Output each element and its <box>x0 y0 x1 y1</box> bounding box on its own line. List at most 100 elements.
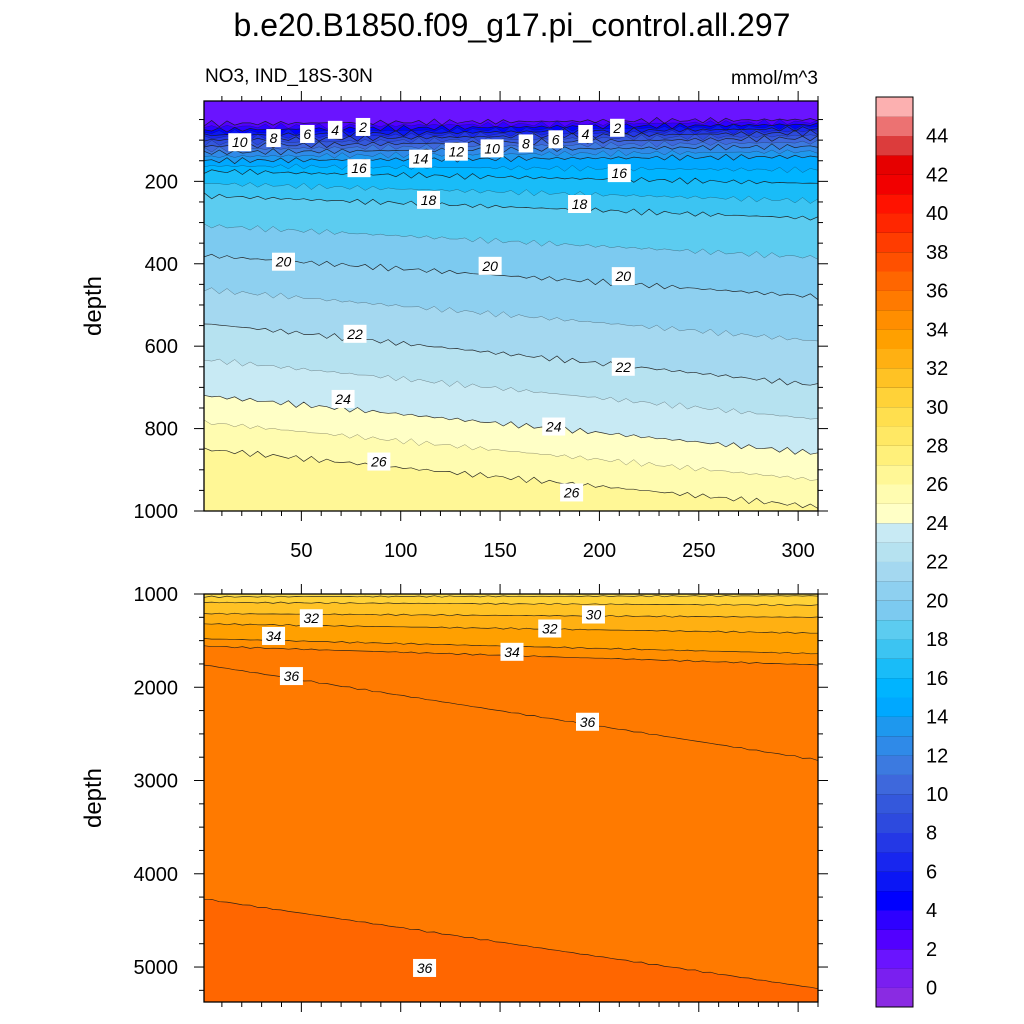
contour-label-text: 10 <box>232 134 248 150</box>
contour-line <box>204 419 818 481</box>
contour-label-box <box>478 256 502 275</box>
contour-line <box>204 135 818 149</box>
colorbar-swatch <box>876 406 913 427</box>
contour-line <box>204 143 818 156</box>
contour-label-box <box>417 190 441 209</box>
contour-label-box <box>409 149 433 168</box>
contour-label: 14 <box>409 149 433 168</box>
contour-line <box>204 323 818 386</box>
contour-label: 36 <box>576 712 600 731</box>
colorbar-swatch <box>876 697 913 717</box>
contour-label: 30 <box>581 605 605 624</box>
contour-band <box>204 665 818 1002</box>
colorbar-swatch <box>876 581 913 601</box>
lower-contour-labels: 32 34 36 30 32 34 36 36 <box>262 605 605 977</box>
colorbar-swatch <box>876 522 913 543</box>
contour-label-box <box>413 958 437 977</box>
contour-line <box>204 594 818 598</box>
contour-line <box>204 168 818 185</box>
contour-label-box <box>611 267 635 286</box>
contour-label-box <box>560 483 584 502</box>
colorbar-swatch <box>876 987 913 1008</box>
upper-plot-frame <box>203 100 819 512</box>
colorbar-swatch <box>876 232 913 253</box>
contour-label-box <box>300 124 315 143</box>
contour-label-text: 2 <box>612 120 621 136</box>
chart-title: b.e20.B1850.f09_g17.pi_control.all.297 <box>234 7 791 43</box>
colorbar: 0246810121416182022242628303234363840424… <box>875 96 948 1008</box>
contour-label: 34 <box>262 626 286 645</box>
colorbar-tick-label: 2 <box>926 939 937 961</box>
contour-label: 22 <box>611 357 635 376</box>
contour-label: 18 <box>417 190 441 209</box>
x-tick-label: 200 <box>583 540 616 562</box>
colorbar-swatch <box>876 677 913 698</box>
colorbar-swatch <box>876 213 913 233</box>
contour-label: 26 <box>367 452 391 471</box>
y-tick-label: 600 <box>145 336 178 358</box>
contour-label: 36 <box>279 667 303 686</box>
contour-label-text: 24 <box>545 419 562 435</box>
contour-label-text: 30 <box>586 607 602 623</box>
colorbar-swatch <box>876 464 913 485</box>
colorbar-swatch <box>876 735 913 756</box>
colorbar-swatch <box>876 348 913 369</box>
contour-label-box <box>347 159 371 178</box>
lower-plot-frame <box>203 593 819 1003</box>
contour-label-text: 16 <box>612 165 628 181</box>
contour-label-box <box>518 134 534 153</box>
lower-axes: 1000 2000 3000 4000 5000 <box>134 584 828 1012</box>
contour-label-text: 6 <box>552 131 560 147</box>
contour-label-text: 2 <box>358 119 367 135</box>
contour-band <box>204 899 818 1002</box>
contour-label-text: 10 <box>484 140 500 156</box>
contour-label: 8 <box>266 129 281 148</box>
colorbar-swatch <box>876 871 913 892</box>
colorbar-tick-label: 16 <box>926 668 948 690</box>
contour-label: 16 <box>607 164 631 183</box>
contour-label: 12 <box>444 142 468 161</box>
contour-label-box <box>228 133 252 152</box>
lower-contour-fill <box>204 594 818 1002</box>
contour-label-text: 4 <box>582 126 590 142</box>
contour-label-text: 20 <box>614 268 631 284</box>
contour-label-box <box>500 642 524 661</box>
contour-label-box <box>542 417 566 436</box>
contour-label: 10 <box>228 133 252 152</box>
colorbar-tick-label: 34 <box>926 319 948 341</box>
contour-label-text: 26 <box>563 484 580 500</box>
colorbar-swatch <box>876 600 913 621</box>
colorbar-swatch <box>876 116 913 137</box>
contour-label: 24 <box>331 389 355 408</box>
contour-label: 22 <box>343 324 367 343</box>
colorbar-swatch <box>876 368 913 388</box>
contour-label-box <box>343 324 367 343</box>
contour-line <box>204 898 818 990</box>
colorbar-tick-label: 28 <box>926 436 948 458</box>
contour-label-text: 20 <box>481 258 498 274</box>
contour-line <box>204 447 818 509</box>
contour-label-text: 24 <box>334 391 351 407</box>
colorbar-swatch <box>876 658 913 679</box>
contour-label: 8 <box>518 134 534 153</box>
colorbar-frame <box>875 96 914 1008</box>
contour-label: 4 <box>327 120 343 139</box>
contour-label-text: 14 <box>413 151 429 167</box>
contour-label-text: 22 <box>614 359 631 375</box>
y-tick-label: 400 <box>145 254 178 276</box>
colorbar-swatch <box>876 813 913 834</box>
contour-label: 36 <box>413 958 437 977</box>
contour-line <box>204 163 818 174</box>
y-tick-label: 200 <box>145 171 178 193</box>
contour-label: 20 <box>611 267 635 286</box>
colorbar-swatch <box>876 445 913 466</box>
y-tick-label: 3000 <box>134 771 179 793</box>
contour-label-text: 8 <box>522 135 530 151</box>
colorbar-swatch <box>876 135 913 156</box>
contour-label-text: 6 <box>303 126 311 142</box>
contour-label-text: 32 <box>304 610 320 626</box>
upper-contour-fill <box>204 101 818 511</box>
contour-label: 6 <box>300 124 315 143</box>
y-tick-label: 5000 <box>134 957 179 979</box>
